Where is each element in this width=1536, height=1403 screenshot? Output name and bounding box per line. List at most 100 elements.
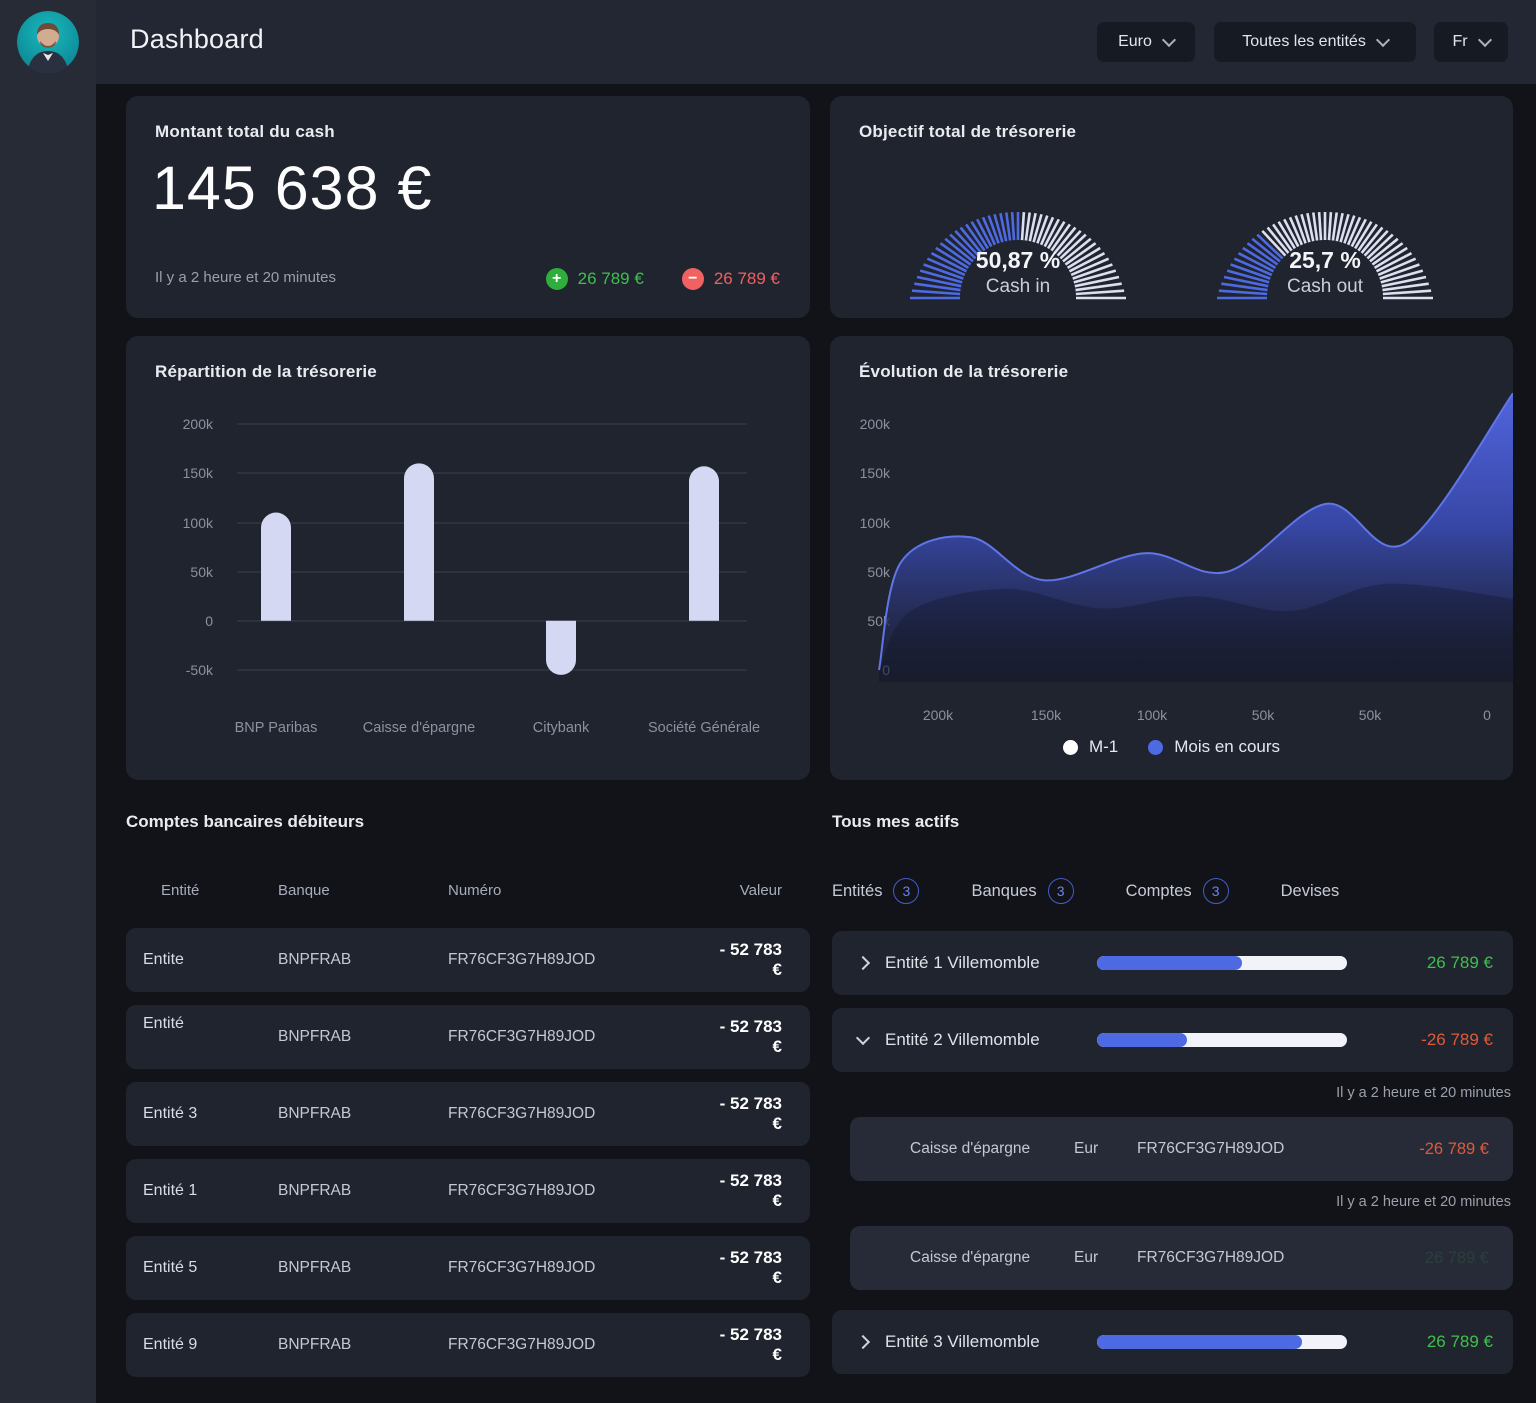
cell-bank: BNPFRAB bbox=[278, 1336, 352, 1353]
svg-text:200k: 200k bbox=[923, 707, 954, 723]
entity-progress-fill bbox=[1097, 1335, 1302, 1349]
card-treasury-distribution-title: Répartition de la trésorerie bbox=[155, 362, 377, 381]
area-chart-legend: M-1 Mois en cours bbox=[830, 737, 1513, 757]
avatar-image bbox=[17, 11, 79, 73]
svg-text:50k: 50k bbox=[190, 564, 214, 580]
entity-row[interactable]: Entité 3 Villemomble 26 789 € bbox=[832, 1310, 1513, 1374]
chevron-down-icon[interactable] bbox=[855, 1030, 871, 1045]
cell-number: FR76CF3G7H89JOD bbox=[448, 1336, 596, 1353]
entity-value: 26 789 € bbox=[1426, 1332, 1493, 1351]
svg-text:100k: 100k bbox=[860, 515, 891, 531]
gauge-label: 50,87 % Cash in bbox=[868, 247, 1168, 298]
currency-dropdown[interactable]: Euro bbox=[1097, 22, 1195, 62]
section-debit-accounts: Comptes bancaires débiteurs Entité Banqu… bbox=[126, 812, 810, 1390]
svg-text:150k: 150k bbox=[183, 465, 214, 481]
bar-4 bbox=[689, 466, 719, 621]
debit-table-body: Entite BNPFRAB FR76CF3G7H89JOD - 52 783 € En… bbox=[126, 928, 810, 1377]
svg-text:150k: 150k bbox=[860, 465, 891, 481]
svg-text:200k: 200k bbox=[183, 416, 214, 432]
entity-value: -26 789 € bbox=[1421, 1030, 1493, 1049]
table-row: Entité 9 BNPFRAB FR76CF3G7H89JOD - 52 783 € bbox=[126, 1313, 810, 1377]
series-previous-month-area bbox=[879, 583, 1513, 682]
gauge-percent-value: 25,7 % bbox=[1289, 247, 1361, 273]
language-dropdown[interactable]: Fr bbox=[1434, 22, 1508, 62]
gauge-label: 25,7 % Cash out bbox=[1175, 247, 1475, 298]
account-bank: Caisse d'épargne bbox=[910, 1140, 1031, 1157]
debit-accounts-title: Comptes bancaires débiteurs bbox=[126, 812, 365, 831]
card-treasury-evolution: Évolution de la trésorerie 200k 150k 100k 5… bbox=[830, 336, 1513, 780]
tab-count-badge: 3 bbox=[1047, 878, 1074, 904]
account-value: 26 789 € bbox=[1424, 1248, 1489, 1267]
cell-value: - 52 783 € bbox=[719, 1325, 782, 1364]
cell-number: FR76CF3G7H89JOD bbox=[448, 1028, 596, 1045]
cell-number: FR76CF3G7H89JOD bbox=[448, 1105, 596, 1122]
card-treasury-distribution: Répartition de la trésorerie 200k 150k 100… bbox=[126, 336, 810, 780]
entity-row[interactable]: Entité 2 Villemomble -26 789 € bbox=[832, 1008, 1513, 1072]
tab-comptes[interactable]: Comptes 3 bbox=[1126, 878, 1229, 904]
cell-entity: Entite bbox=[143, 951, 184, 968]
debit-table-header: Entité Banque Numéro Valeur bbox=[126, 882, 810, 899]
last-updated-text: Il y a 2 heure et 20 minutes bbox=[1336, 1194, 1511, 1210]
chevron-down-icon bbox=[1161, 32, 1176, 47]
section-all-assets: Tous mes actifs Entités 3 Banques 3 Comptes 3… bbox=[832, 812, 1513, 1387]
cell-value: - 52 783 € bbox=[719, 1248, 782, 1287]
tab-banques[interactable]: Banques 3 bbox=[971, 878, 1074, 904]
svg-text:BNP Paribas: BNP Paribas bbox=[235, 720, 318, 736]
entity-row[interactable]: Entité 1 Villemomble 26 789 € bbox=[832, 931, 1513, 995]
legend-item-previous-month[interactable]: M-1 bbox=[1062, 737, 1119, 757]
svg-text:100k: 100k bbox=[183, 515, 214, 531]
table-row: Entité 3 BNPFRAB FR76CF3G7H89JOD - 52 783 € bbox=[126, 1082, 810, 1146]
legend-label: Mois en cours bbox=[1174, 737, 1281, 756]
cell-number: FR76CF3G7H89JOD bbox=[448, 951, 596, 968]
series-current-month-area bbox=[879, 393, 1513, 682]
entities-dropdown-label: Toutes les entités bbox=[1242, 33, 1366, 50]
cell-entity: Entité 1 bbox=[143, 1182, 198, 1199]
svg-text:Société Générale: Société Générale bbox=[648, 720, 760, 736]
table-row: Entité 1 BNPFRAB FR76CF3G7H89JOD - 52 783 € bbox=[126, 1159, 810, 1223]
svg-text:0: 0 bbox=[1483, 707, 1491, 723]
chevron-right-icon[interactable] bbox=[855, 1334, 871, 1350]
cash-flows: + 26 789 € − 26 789 € bbox=[545, 268, 780, 290]
gauge-ticks-icon bbox=[1217, 212, 1433, 300]
entity-progress-bar bbox=[1097, 956, 1347, 970]
account-row[interactable]: Caisse d'épargne Eur FR76CF3G7H89JOD -26 78… bbox=[850, 1117, 1513, 1181]
cell-bank: BNPFRAB bbox=[278, 1259, 352, 1276]
table-row: Entite BNPFRAB FR76CF3G7H89JOD - 52 783 € bbox=[126, 928, 810, 992]
gauge-cash-in: 50,87 % Cash in bbox=[868, 144, 1168, 304]
legend-label: M-1 bbox=[1088, 737, 1119, 756]
legend-dot-icon bbox=[1062, 739, 1078, 755]
card-treasury-evolution-title: Évolution de la trésorerie bbox=[859, 362, 1069, 381]
account-number: FR76CF3G7H89JOD bbox=[1137, 1249, 1285, 1266]
entities-dropdown[interactable]: Toutes les entités bbox=[1214, 22, 1416, 62]
account-bank: Caisse d'épargne bbox=[910, 1249, 1031, 1266]
bar-2 bbox=[404, 463, 434, 621]
legend-item-current-month[interactable]: Mois en cours bbox=[1148, 737, 1280, 757]
account-row[interactable]: Caisse d'épargne Eur FR76CF3G7H89JOD 26 789… bbox=[850, 1226, 1513, 1290]
svg-text:-50k: -50k bbox=[186, 662, 214, 678]
minus-icon: − bbox=[681, 268, 704, 290]
language-dropdown-label: Fr bbox=[1452, 33, 1468, 50]
column-header-bank: Banque bbox=[278, 882, 330, 899]
chevron-right-icon[interactable] bbox=[855, 955, 871, 971]
all-assets-title: Tous mes actifs bbox=[832, 812, 960, 831]
column-header-value: Valeur bbox=[739, 882, 782, 899]
table-row: Entité 5 BNPFRAB FR76CF3G7H89JOD - 52 783 € bbox=[126, 1236, 810, 1300]
entity-progress-bar bbox=[1097, 1335, 1347, 1349]
cell-entity: Entité 9 bbox=[143, 1336, 198, 1353]
header: Dashboard Euro Toutes les entités Fr bbox=[96, 0, 1536, 84]
tab-devises[interactable]: Devises bbox=[1281, 882, 1340, 901]
account-currency: Eur bbox=[1074, 1140, 1099, 1157]
sidebar bbox=[0, 0, 96, 1403]
assets-list: Entité 1 Villemomble 26 789 € Entité 2 Vil… bbox=[832, 931, 1513, 1374]
tab-count-badge: 3 bbox=[1202, 878, 1229, 904]
account-number: FR76CF3G7H89JOD bbox=[1137, 1140, 1285, 1157]
assets-tabs: Entités 3 Banques 3 Comptes 3 Devises bbox=[832, 878, 1513, 904]
user-avatar[interactable] bbox=[17, 11, 79, 73]
entity-label: Entité 1 Villemomble bbox=[885, 953, 1040, 972]
tab-entites[interactable]: Entités 3 bbox=[832, 878, 920, 904]
area-chart: 200k150k100k50k50k0200k150k100k50k50k0 bbox=[860, 392, 1513, 723]
plus-icon: + bbox=[545, 268, 568, 290]
cell-value: - 52 783 € bbox=[719, 1094, 782, 1133]
account-value: -26 789 € bbox=[1419, 1139, 1489, 1158]
